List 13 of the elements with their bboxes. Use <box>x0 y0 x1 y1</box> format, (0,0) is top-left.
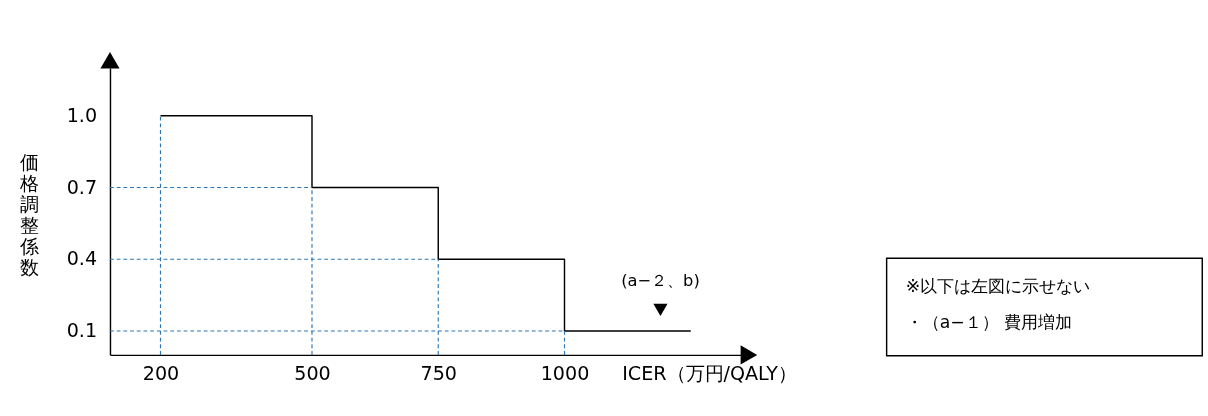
x-tick-label: 1000 <box>540 362 590 386</box>
annotation: (a−２、b) <box>621 271 700 291</box>
text: ※以下は左図に示せない <box>905 275 1091 296</box>
x-tick-label: 200 <box>142 362 180 386</box>
x-axis-title: ICER（万円/QALY） <box>622 362 797 386</box>
y-tick-label: 0.4 <box>66 247 98 271</box>
y-tick-label: 0.7 <box>66 175 98 199</box>
y-tick-label: 1.0 <box>66 103 98 127</box>
x-tick-label: 500 <box>294 362 331 386</box>
x-tick-label: 750 <box>420 362 457 386</box>
y-tick-label: 0.1 <box>66 319 98 343</box>
y-axis-title: 価格調整係数 <box>18 150 39 280</box>
text: ・（a−１） 費用増加 <box>905 312 1073 333</box>
